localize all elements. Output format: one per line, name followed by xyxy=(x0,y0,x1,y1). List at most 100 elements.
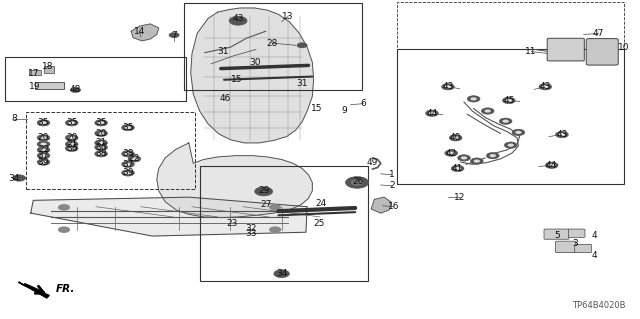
Circle shape xyxy=(131,157,138,160)
Text: 38: 38 xyxy=(95,149,107,158)
Circle shape xyxy=(470,97,477,100)
Circle shape xyxy=(255,187,273,196)
Text: 14: 14 xyxy=(134,27,145,36)
Circle shape xyxy=(98,152,104,155)
Circle shape xyxy=(65,135,78,141)
Circle shape xyxy=(556,131,568,138)
Text: 39: 39 xyxy=(122,168,134,177)
Text: 45: 45 xyxy=(503,96,515,105)
Circle shape xyxy=(499,118,512,124)
Circle shape xyxy=(481,108,494,114)
Text: 3: 3 xyxy=(572,239,577,248)
Circle shape xyxy=(40,148,47,152)
Text: 49: 49 xyxy=(367,158,378,167)
Circle shape xyxy=(461,156,467,160)
Text: 17: 17 xyxy=(28,69,39,78)
Circle shape xyxy=(449,135,462,141)
Bar xyxy=(35,82,64,89)
Text: 21: 21 xyxy=(95,138,107,147)
Bar xyxy=(5,57,186,101)
Circle shape xyxy=(508,144,514,147)
Bar xyxy=(397,2,624,49)
Text: 20: 20 xyxy=(38,133,49,142)
Circle shape xyxy=(542,85,548,88)
Circle shape xyxy=(98,141,104,145)
Circle shape xyxy=(229,16,247,25)
Text: 9: 9 xyxy=(342,106,347,115)
Text: 43: 43 xyxy=(232,14,244,23)
Text: 37: 37 xyxy=(38,151,49,160)
Circle shape xyxy=(442,84,454,90)
Circle shape xyxy=(40,160,47,164)
Polygon shape xyxy=(19,282,49,298)
Circle shape xyxy=(539,84,552,90)
Circle shape xyxy=(37,141,50,147)
Text: 26: 26 xyxy=(353,177,364,186)
Text: 33: 33 xyxy=(245,229,257,238)
Text: 1: 1 xyxy=(389,170,394,179)
Text: 34: 34 xyxy=(276,269,287,278)
Polygon shape xyxy=(31,197,307,236)
Circle shape xyxy=(545,162,558,168)
Text: 40: 40 xyxy=(450,133,461,142)
Circle shape xyxy=(274,270,289,278)
Text: 8: 8 xyxy=(12,114,17,123)
Text: 36: 36 xyxy=(95,143,107,152)
Text: 21: 21 xyxy=(66,140,77,149)
Circle shape xyxy=(68,143,75,146)
Text: 46: 46 xyxy=(220,94,231,103)
Text: 39: 39 xyxy=(38,158,49,167)
Text: 27: 27 xyxy=(260,200,271,209)
Text: 43: 43 xyxy=(556,130,568,139)
Polygon shape xyxy=(157,143,312,218)
Text: 12: 12 xyxy=(454,193,465,202)
Text: 31: 31 xyxy=(296,79,308,88)
Circle shape xyxy=(68,147,75,150)
Circle shape xyxy=(125,163,131,166)
Circle shape xyxy=(445,85,451,88)
FancyBboxPatch shape xyxy=(568,229,585,237)
Circle shape xyxy=(40,143,47,146)
Circle shape xyxy=(13,175,26,181)
Text: 38: 38 xyxy=(122,149,134,158)
Circle shape xyxy=(70,87,81,93)
Circle shape xyxy=(504,142,517,148)
Bar xyxy=(397,49,624,184)
Circle shape xyxy=(548,164,555,167)
Circle shape xyxy=(68,121,75,124)
Circle shape xyxy=(58,204,70,210)
Bar xyxy=(29,70,41,75)
Circle shape xyxy=(351,179,364,186)
Circle shape xyxy=(65,145,78,152)
Circle shape xyxy=(122,124,134,131)
Text: 4: 4 xyxy=(591,231,596,240)
Text: 35: 35 xyxy=(95,118,107,127)
Text: 44: 44 xyxy=(546,161,557,170)
Circle shape xyxy=(98,132,104,135)
Circle shape xyxy=(65,141,78,147)
Circle shape xyxy=(122,151,134,157)
Text: 35: 35 xyxy=(38,118,49,127)
Circle shape xyxy=(37,152,50,159)
Circle shape xyxy=(40,136,47,139)
Circle shape xyxy=(490,154,496,157)
Text: 25: 25 xyxy=(313,219,324,228)
Circle shape xyxy=(467,96,480,102)
Circle shape xyxy=(559,133,565,136)
Bar xyxy=(44,66,54,73)
Circle shape xyxy=(37,120,50,126)
Circle shape xyxy=(37,135,50,141)
Circle shape xyxy=(98,146,104,149)
Circle shape xyxy=(125,126,131,129)
Circle shape xyxy=(269,227,281,233)
Text: 6: 6 xyxy=(361,99,366,108)
Text: 43: 43 xyxy=(442,82,454,91)
Circle shape xyxy=(486,152,499,159)
Circle shape xyxy=(426,110,438,116)
Circle shape xyxy=(122,170,134,176)
Circle shape xyxy=(297,43,307,48)
Circle shape xyxy=(95,130,108,137)
Circle shape xyxy=(40,154,47,157)
Circle shape xyxy=(512,129,525,136)
Text: 7: 7 xyxy=(172,31,177,40)
